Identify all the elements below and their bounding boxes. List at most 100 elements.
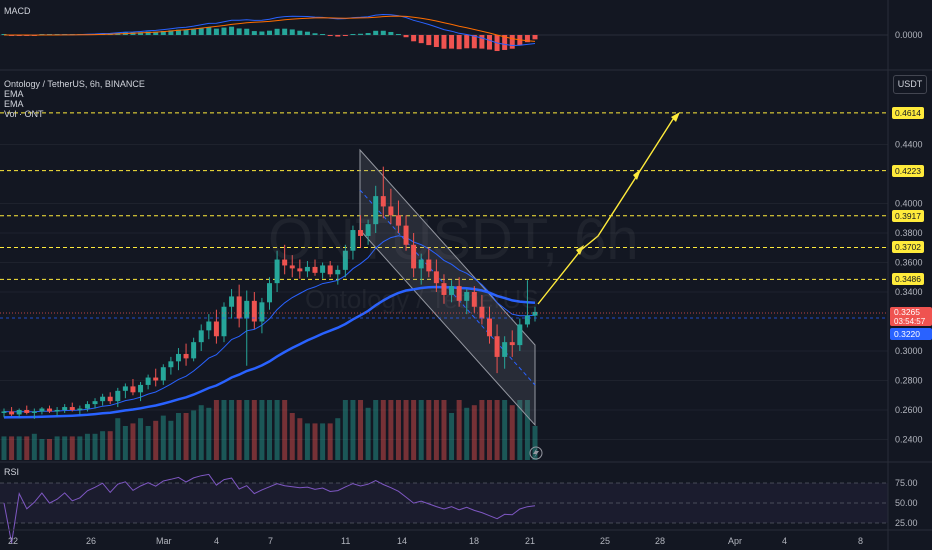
volume-bar <box>494 400 500 460</box>
macd-histogram-bar <box>456 35 462 50</box>
candle-body <box>380 196 386 207</box>
candle-body <box>175 353 181 362</box>
volume-bar <box>54 436 60 460</box>
macd-histogram-bar <box>373 30 379 35</box>
volume-bar <box>115 418 121 460</box>
candle-body <box>191 342 197 359</box>
candle-body <box>509 342 515 346</box>
currency-unit-button[interactable]: USDT <box>893 75 927 94</box>
volume-bar <box>464 407 470 460</box>
projection-arrowhead-1 <box>576 245 584 255</box>
time-axis[interactable]: 22 26 Mar 4 7 11 14 18 21 25 28 Apr 4 8 <box>8 536 863 546</box>
level-price-badge: 0.4614 <box>892 106 924 119</box>
candle-body <box>494 336 500 357</box>
time-tick-label: 28 <box>655 536 665 546</box>
candle-body <box>100 396 106 402</box>
time-tick-label: 21 <box>525 536 535 546</box>
time-tick-label: 8 <box>858 536 863 546</box>
macd-histogram-bar <box>168 30 174 35</box>
symbol-title[interactable]: Ontology / TetherUS, 6h, BINANCE <box>4 79 145 89</box>
volume-label[interactable]: Vol · ONT <box>4 109 44 119</box>
candle-body <box>350 230 356 251</box>
macd-histogram-bar <box>327 35 333 36</box>
candle-body <box>365 224 371 236</box>
macd-histogram-bar <box>175 29 181 35</box>
macd-histogram-bar <box>335 35 341 37</box>
rsi-title[interactable]: RSI <box>4 467 20 477</box>
level-price-badge: 0.4223 <box>892 164 924 177</box>
macd-histogram-bar <box>464 35 470 49</box>
candle-body <box>471 292 477 307</box>
time-tick-label: 4 <box>214 536 219 546</box>
volume-bar <box>175 413 181 460</box>
volume-bar <box>289 413 295 460</box>
macd-histogram-bar <box>229 26 235 35</box>
candle-body <box>236 296 242 319</box>
candle-body <box>479 306 485 319</box>
price-tick-label: 0.3000 <box>895 346 923 356</box>
macd-histogram-bar <box>206 27 212 35</box>
volume-bar <box>168 420 174 460</box>
macd-histogram-bar <box>441 35 447 49</box>
volume-bar <box>122 426 128 460</box>
time-tick-label: 11 <box>341 536 350 546</box>
time-tick-label: 18 <box>469 536 479 546</box>
volume-bar <box>441 400 447 460</box>
lightning-icon[interactable] <box>529 446 543 460</box>
candle-body <box>221 306 227 337</box>
price-tick-label: 0.2600 <box>895 405 923 415</box>
projection-path[interactable] <box>537 115 676 305</box>
macd-title[interactable]: MACD <box>4 6 31 16</box>
volume-bar <box>160 415 166 460</box>
price-tick-label: 0.3800 <box>895 228 923 238</box>
candle-body <box>69 407 75 410</box>
candle-body <box>16 410 22 415</box>
macd-histogram-bar <box>198 28 204 35</box>
candle-body <box>62 407 68 410</box>
candle-body <box>213 321 219 337</box>
time-tick-label: 7 <box>268 536 273 546</box>
macd-histogram <box>1 26 538 52</box>
watermark-name: Ontology / TetherUS <box>305 284 539 314</box>
candle-body <box>130 386 136 393</box>
price-tick-label: 0.3600 <box>895 258 923 268</box>
macd-histogram-bar <box>221 27 227 35</box>
candle-body <box>274 259 280 284</box>
ema-2-label[interactable]: EMA <box>4 99 24 109</box>
volume-bar <box>471 405 477 460</box>
volume-bar <box>456 400 462 460</box>
candle-body <box>441 283 447 295</box>
macd-histogram-bar <box>358 33 364 35</box>
macd-histogram-bar <box>380 30 386 35</box>
rsi-line <box>3 473 536 544</box>
volume-bar <box>221 400 227 460</box>
macd-histogram-bar <box>274 28 280 35</box>
volume-bar <box>206 407 212 460</box>
candle-body <box>418 259 424 269</box>
candle-body <box>342 250 348 270</box>
volume-bar <box>39 439 45 460</box>
candle-body <box>403 225 409 245</box>
volume-bar <box>69 436 75 460</box>
macd-histogram-bar <box>251 31 257 35</box>
volume-bar <box>244 400 250 460</box>
volume-bar <box>395 400 401 460</box>
price-tick-label: 0.4000 <box>895 199 923 209</box>
macd-histogram-bar <box>479 35 485 49</box>
macd-histogram-bar <box>388 31 394 35</box>
candle-body <box>77 408 83 410</box>
volume-bars <box>1 400 538 460</box>
ema-1-label[interactable]: EMA <box>4 89 24 99</box>
candles <box>1 166 538 419</box>
volume-bar <box>267 400 272 460</box>
watermark-ticker: ONTUSDT, 6h <box>268 207 639 272</box>
volume-bar <box>183 413 189 460</box>
volume-bar <box>524 400 530 460</box>
volume-bar <box>259 400 265 460</box>
volume-bar <box>532 426 538 460</box>
candle-body <box>395 215 401 226</box>
macd-histogram-bar <box>532 35 538 40</box>
price-axis[interactable]: 0.4400 0.4000 0.3800 0.3600 0.3400 0.3000 0.28… <box>895 140 923 445</box>
volume-bar <box>236 400 242 460</box>
